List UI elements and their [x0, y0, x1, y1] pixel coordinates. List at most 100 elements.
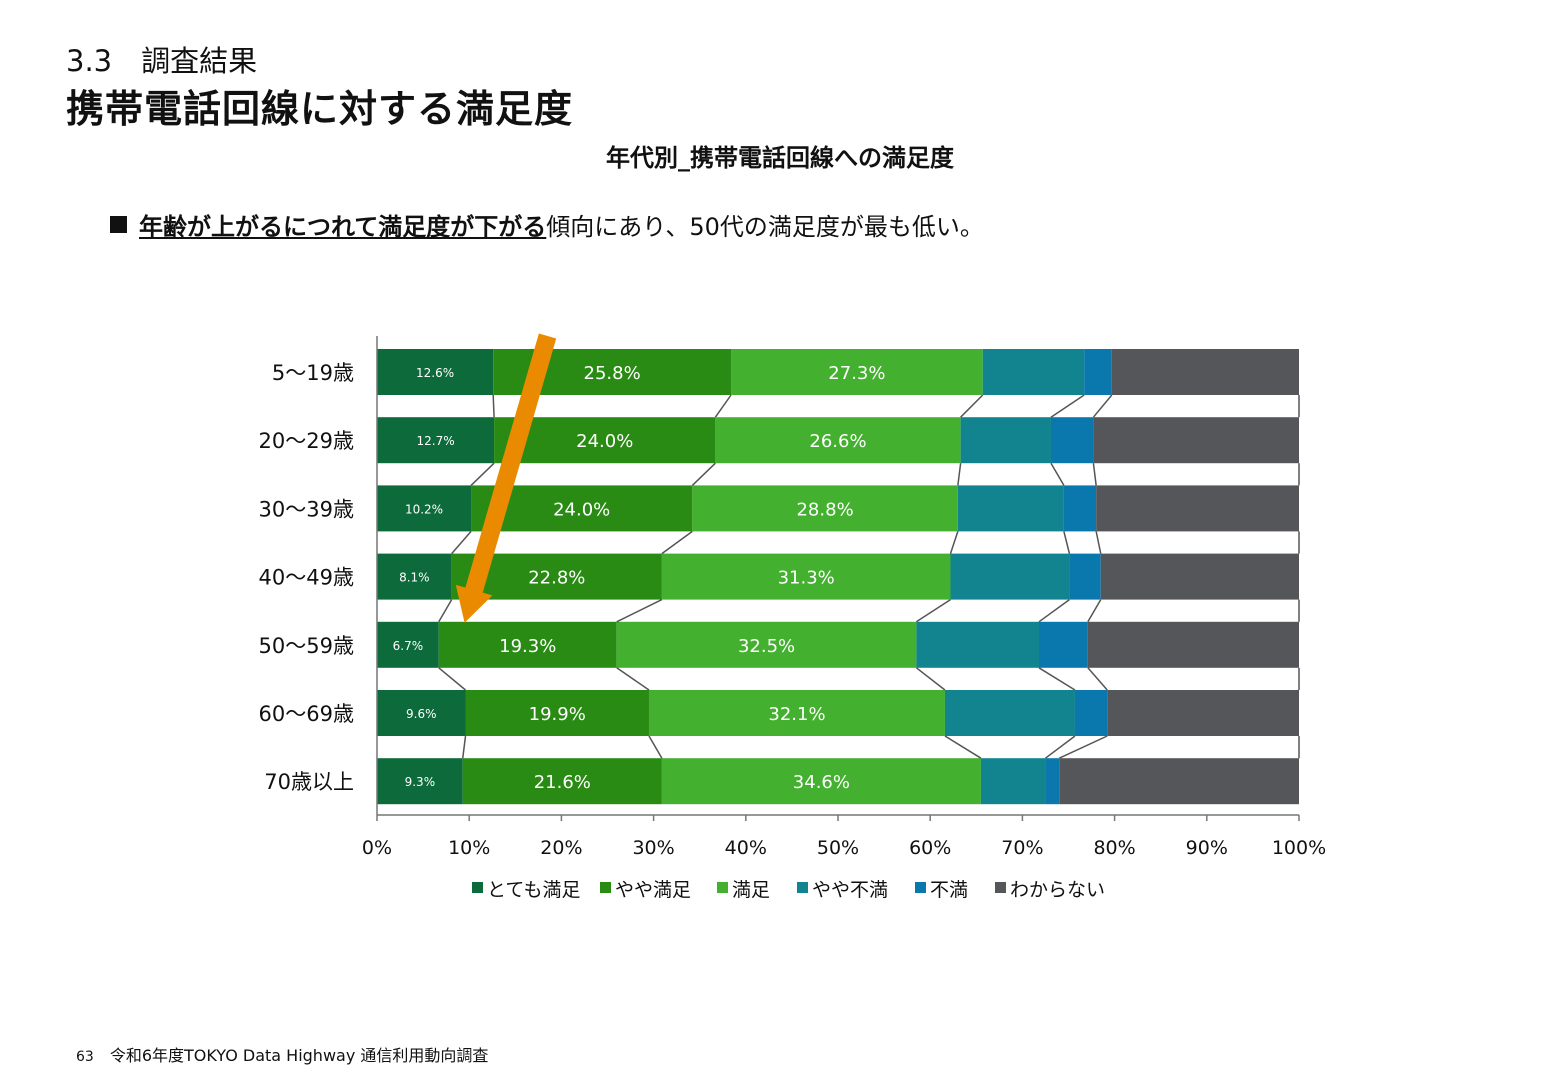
series-line — [462, 735, 467, 759]
bar-segment — [715, 417, 961, 464]
series-line — [1058, 735, 1108, 759]
summary-rest: 傾向にあり、50代の満足度が最も低い。 — [546, 213, 984, 241]
legend-swatch — [995, 882, 1006, 893]
data-label: 34.6% — [793, 772, 850, 793]
series-line — [957, 463, 962, 486]
series-line — [661, 530, 693, 555]
series-line — [1050, 394, 1085, 418]
category-label: 20～29歳 — [259, 429, 354, 453]
category-label: 60～69歳 — [259, 702, 354, 726]
series-line — [944, 735, 982, 759]
series-line — [691, 462, 716, 486]
bar-segment — [377, 553, 452, 600]
bar-segment — [982, 349, 1085, 395]
bar-segment — [648, 690, 945, 736]
bar-segment — [1111, 349, 1299, 395]
x-tick-label: 80% — [1093, 837, 1135, 859]
category-label: 30～39歳 — [259, 497, 354, 521]
data-label: 31.3% — [778, 568, 835, 589]
series-line — [438, 599, 453, 623]
summary-text: 年齢が上がるにつれて満足度が下がる傾向にあり、50代の満足度が最も低い。 — [110, 207, 984, 242]
chart-title: 年代別_携帯電話回線への満足度 — [606, 144, 954, 172]
legend-swatch — [915, 882, 926, 893]
data-label: 22.8% — [528, 568, 585, 589]
legend-label: とても満足 — [487, 879, 580, 901]
legend-label: やや不満 — [812, 879, 888, 901]
bar-segment — [960, 417, 1051, 464]
series-line — [949, 531, 959, 554]
bar-segment — [462, 758, 662, 805]
bar-segment — [1084, 349, 1112, 395]
series-line — [714, 394, 732, 418]
trend-arrow-icon — [455, 333, 557, 623]
page-number: 63 — [76, 1049, 94, 1065]
series-line — [1092, 463, 1097, 486]
bar-segment — [944, 690, 1075, 736]
bar-segment — [377, 349, 494, 395]
category-label: 40～49歳 — [259, 566, 354, 590]
series-line — [438, 667, 466, 691]
legend-swatch — [797, 882, 808, 893]
bar-segment — [1045, 758, 1060, 805]
bar-segment — [661, 553, 951, 600]
legend-swatch — [717, 882, 728, 893]
bar-segment — [1087, 621, 1299, 668]
series-line — [451, 530, 472, 555]
data-label: 12.6% — [416, 366, 454, 380]
summary-emphasis: 年齢が上がるにつれて満足度が下がる — [139, 213, 547, 241]
data-label: 9.6% — [406, 707, 437, 721]
x-tick-label: 90% — [1186, 837, 1228, 859]
bar-segment — [957, 485, 1064, 532]
x-tick-label: 50% — [817, 837, 859, 859]
data-label: 8.1% — [399, 571, 430, 585]
series-line — [960, 394, 984, 418]
data-label: 21.6% — [534, 772, 591, 793]
data-label: 19.9% — [529, 704, 586, 725]
bar-segment — [377, 621, 439, 668]
data-label: 12.7% — [416, 434, 454, 448]
series-line — [470, 462, 495, 486]
series-line — [1087, 667, 1108, 691]
x-tick-label: 40% — [725, 837, 767, 859]
x-tick-label: 60% — [909, 837, 951, 859]
series-line — [648, 735, 663, 759]
footer-text: 令和6年度TOKYO Data Highway 通信利用動向調査 — [109, 1046, 489, 1065]
series-line — [1050, 462, 1065, 486]
x-tick-label: 10% — [448, 837, 490, 859]
x-tick-label: 20% — [540, 837, 582, 859]
data-label: 24.0% — [576, 431, 633, 452]
series-line — [915, 598, 951, 623]
category-label: 5～19歳 — [272, 361, 354, 385]
category-label: 50～59歳 — [259, 634, 354, 658]
footer: 63 令和6年度TOKYO Data Highway 通信利用動向調査 — [76, 1042, 488, 1066]
legend-swatch — [600, 882, 611, 893]
data-label: 32.5% — [738, 636, 795, 657]
bar-segment — [1069, 553, 1101, 600]
bar-segment — [1096, 485, 1299, 532]
bar-segment — [438, 621, 617, 668]
category-label: 70歳以上 — [264, 770, 354, 794]
data-label: 10.2% — [405, 502, 443, 516]
bar-segment — [692, 485, 958, 532]
bar-segment — [1038, 621, 1088, 668]
bar-segment — [980, 758, 1046, 805]
data-label: 6.7% — [393, 639, 424, 653]
bar-segment — [377, 758, 463, 805]
legend-label: 不満 — [930, 879, 968, 901]
bar-segment — [950, 553, 1070, 600]
bar-segment — [916, 621, 1039, 668]
bar-segment — [1074, 690, 1108, 736]
bar-segment — [1050, 417, 1094, 464]
x-tick-label: 70% — [1001, 837, 1043, 859]
bar-segment — [1059, 758, 1299, 805]
series-line — [1038, 667, 1076, 691]
data-label: 24.0% — [553, 499, 610, 520]
section-label: 3.3 調査結果 — [66, 44, 258, 78]
data-label: 26.6% — [809, 431, 866, 452]
series-line — [492, 394, 495, 418]
legend-swatch — [472, 882, 483, 893]
data-label: 27.3% — [828, 363, 885, 384]
bar-segment — [377, 485, 472, 532]
x-tick-label: 100% — [1272, 837, 1326, 859]
series-line — [1063, 531, 1071, 554]
